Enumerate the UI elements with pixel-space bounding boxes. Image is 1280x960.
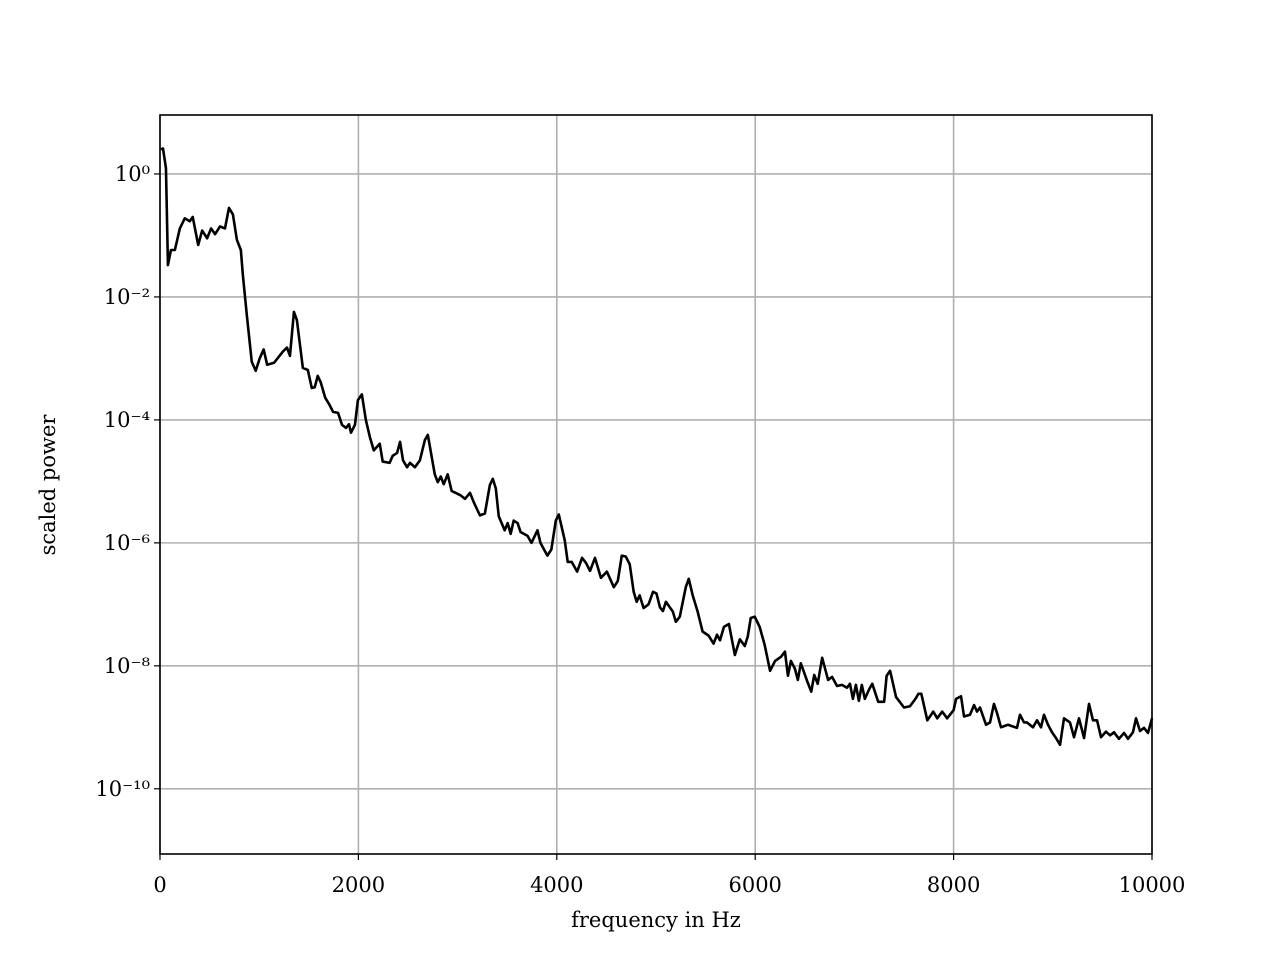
y-tick-label: 10⁻² [104, 285, 150, 309]
x-tick-label: 6000 [728, 873, 781, 897]
y-tick-label: 10⁻¹⁰ [95, 777, 150, 801]
x-tick-label: 10000 [1119, 873, 1186, 897]
y-tick-label: 10⁻⁸ [104, 654, 150, 678]
x-tick-label: 4000 [530, 873, 583, 897]
plot-frame [159, 114, 1153, 855]
y-axis-label: scaled power [36, 414, 60, 556]
y-tick-label: 10⁰ [115, 162, 150, 186]
x-tick-label: 2000 [332, 873, 385, 897]
x-tick-label: 0 [153, 873, 166, 897]
data-line [160, 147, 1154, 747]
x-tick-label: 8000 [927, 873, 980, 897]
y-tick-label: 10⁻⁴ [104, 408, 150, 432]
x-axis-label: frequency in Hz [571, 908, 741, 932]
y-tick-label: 10⁻⁶ [104, 531, 150, 555]
